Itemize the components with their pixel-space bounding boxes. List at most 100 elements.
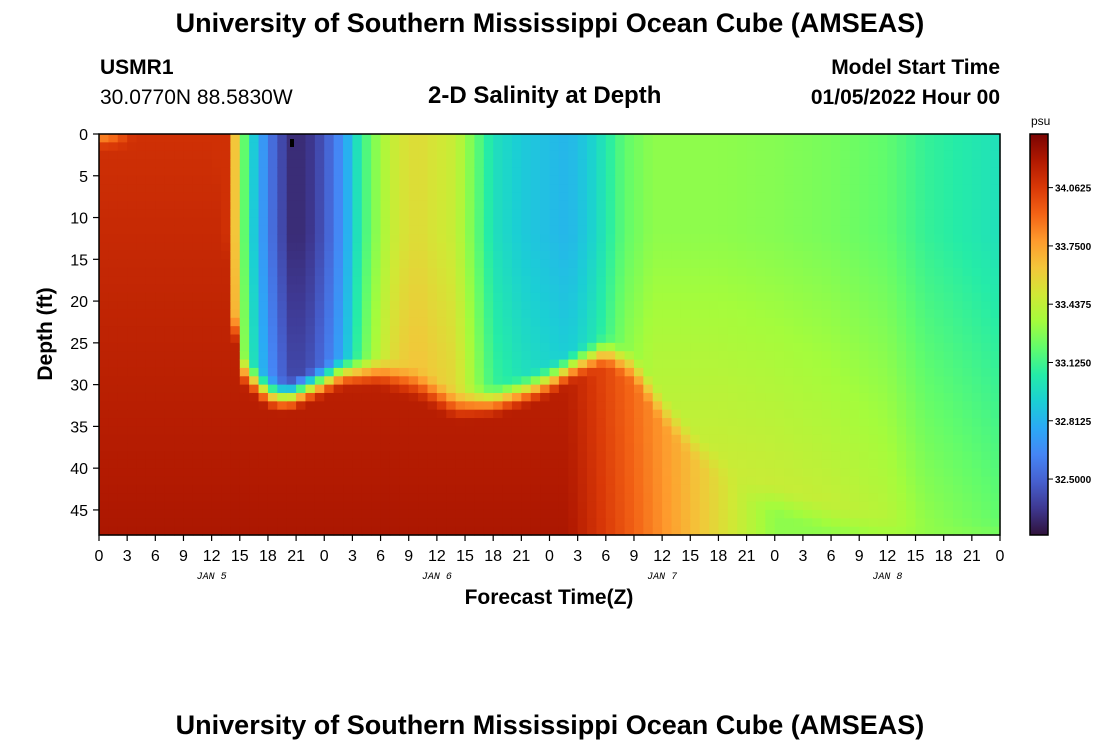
heatmap-cell [680,276,691,285]
heatmap-cell [615,501,626,511]
heatmap-cell [737,351,748,361]
heatmap-cell [239,342,250,352]
heatmap-cell [615,418,626,427]
heatmap-cell [718,175,729,185]
heatmap-cell [202,209,213,219]
heatmap-cell [652,418,663,427]
heatmap-cell [934,167,945,177]
heatmap-cell [793,159,804,169]
heatmap-cell [859,317,870,327]
heatmap-cell [877,359,888,369]
heatmap-cell [117,526,128,536]
heatmap-cell [868,150,879,160]
heatmap-cell [249,301,260,311]
heatmap-cell [802,409,813,419]
heatmap-cell [371,159,382,169]
heatmap-cell [521,418,532,427]
heatmap-cell [859,451,870,461]
heatmap-cell [812,192,823,202]
heatmap-cell [943,509,954,519]
heatmap-cell [108,192,119,202]
heatmap-cell [784,192,795,202]
heatmap-cell [258,367,269,377]
heatmap-cell [502,284,513,294]
heatmap-cell [155,184,166,194]
heatmap-cell [277,401,288,411]
heatmap-cell [540,401,551,411]
heatmap-cell [643,317,654,327]
heatmap-cell [906,326,917,336]
heatmap-cell [605,409,616,419]
heatmap-cell [108,167,119,177]
heatmap-cell [427,217,438,227]
heatmap-cell [943,317,954,327]
heatmap-cell [117,234,128,244]
heatmap-cell [587,217,598,227]
heatmap-cell [934,225,945,235]
heatmap-cell [164,250,175,260]
heatmap-cell [755,234,766,244]
heatmap-cell [831,159,842,169]
heatmap-cell [877,418,888,427]
heatmap-cell [746,384,757,394]
heatmap-cell [202,242,213,252]
heatmap-cell [587,267,598,277]
heatmap-cell [408,509,419,519]
heatmap-cell [145,234,156,244]
heatmap-cell [230,351,241,361]
heatmap-cell [361,184,372,194]
heatmap-cell [887,250,898,260]
heatmap-cell [962,309,973,319]
heatmap-cell [990,376,1001,386]
heatmap-cell [521,384,532,394]
heatmap-cell [596,242,607,252]
heatmap-cell [821,451,832,461]
heatmap-cell [587,234,598,244]
heatmap-cell [333,159,344,169]
heatmap-cell [183,376,194,386]
heatmap-cell [314,459,325,469]
heatmap-cell [436,225,447,235]
heatmap-cell [962,401,973,411]
heatmap-cell [267,134,278,143]
heatmap-cell [502,267,513,277]
heatmap-cell [521,184,532,194]
heatmap-cell [802,217,813,227]
heatmap-cell [821,526,832,536]
heatmap-cell [915,159,926,169]
heatmap-cell [568,317,579,327]
heatmap-cell [333,309,344,319]
heatmap-cell [615,334,626,344]
heatmap-cell [840,501,851,511]
heatmap-cell [774,234,785,244]
heatmap-cell [671,509,682,519]
heatmap-cell [896,451,907,461]
heatmap-cell [361,167,372,177]
heatmap-cell [859,501,870,511]
heatmap-cell [99,192,109,202]
heatmap-cell [624,367,635,377]
heatmap-cell [615,526,626,536]
heatmap-cell [267,409,278,419]
heatmap-cell [286,451,297,461]
heatmap-cell [258,351,269,361]
heatmap-cell [737,384,748,394]
heatmap-cell [962,209,973,219]
heatmap-cell [399,434,410,444]
heatmap-cell [511,259,522,269]
heatmap-cell [511,209,522,219]
y-tick-label: 30 [70,378,88,395]
heatmap-cell [662,409,673,419]
heatmap-cell [821,493,832,503]
heatmap-cell [793,242,804,252]
x-tick-label: 3 [573,548,582,565]
heatmap-cell [793,451,804,461]
heatmap-cell [145,493,156,503]
heatmap-cell [840,167,851,177]
heatmap-cell [267,317,278,327]
heatmap-cell [296,267,307,277]
heatmap-cell [953,342,964,352]
heatmap-cell [455,367,466,377]
heatmap-cell [727,468,738,478]
heatmap-cell [549,426,560,436]
